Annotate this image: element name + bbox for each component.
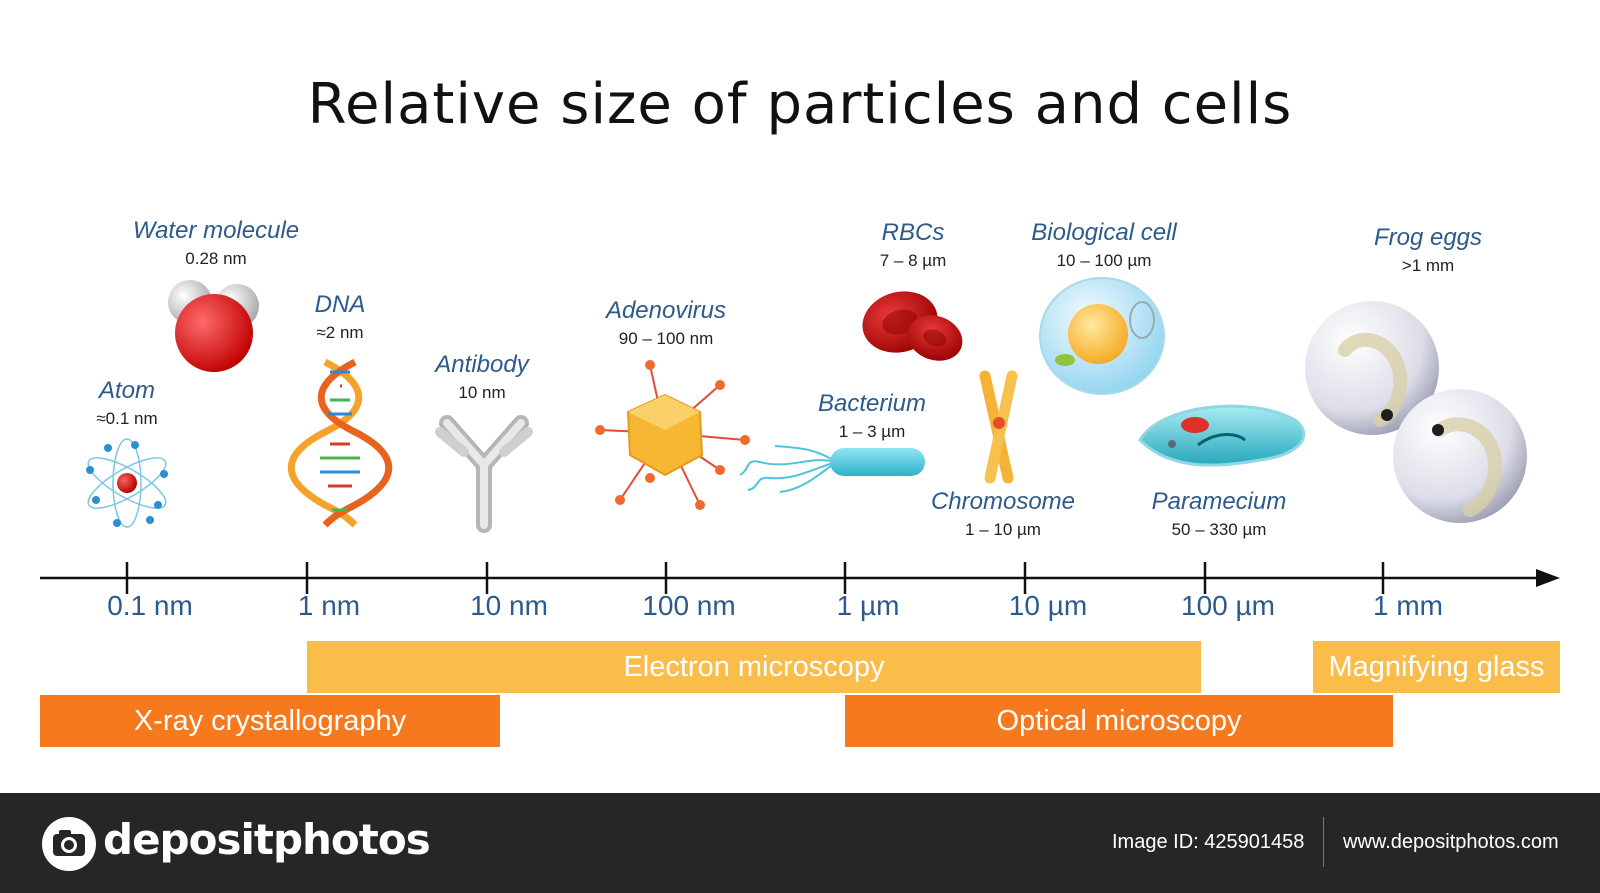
axis-tick-label: 100 µm [1181,590,1275,621]
item-name: Adenovirus [605,297,727,324]
bar-label: Electron microscopy [623,650,885,683]
item-name: Frog eggs [1373,224,1483,251]
item-size: 10 – 100 µm [1056,251,1152,270]
footer-bar: depositphotos Image ID: 425901458 www.de… [0,793,1600,893]
x-ray-crystallography-bar: X-ray crystallography [40,695,500,747]
axis-arrow-icon [1536,569,1560,587]
item-size: 10 nm [458,383,506,402]
label-biological-cell: Biological cell 10 – 100 µm [994,219,1214,271]
bacterium-icon [739,445,925,493]
axis-tick-label: 0.1 nm [107,590,193,621]
optical-microscopy-bar: Optical microscopy [845,695,1393,747]
label-bacterium: Bacterium 1 – 3 µm [762,390,982,442]
item-name: DNA [314,291,366,318]
bar-label: Optical microscopy [996,704,1242,737]
axis-tick-label: 1 µm [836,590,900,621]
footer-divider [1323,817,1324,867]
axis-tick-label: 1 nm [297,590,361,621]
item-name: Water molecule [132,217,300,244]
label-dna: DNA ≈2 nm [230,291,450,343]
chromosome-icon [979,370,1018,484]
label-antibody: Antibody 10 nm [372,351,592,403]
item-name: Biological cell [1031,219,1177,246]
label-atom: Atom ≈0.1 nm [17,377,237,429]
paramecium-icon [1138,404,1306,467]
axis-tick-label: 1 mm [1373,590,1443,621]
label-paramecium: Paramecium 50 – 330 µm [1109,488,1329,540]
atom-icon [86,438,168,528]
camera-logo-icon [42,817,96,871]
dna-icon [287,358,393,528]
label-chromosome: Chromosome 1 – 10 µm [893,488,1113,540]
item-size: 7 – 8 µm [879,251,947,270]
label-rbcs: RBCs 7 – 8 µm [803,219,1023,271]
item-name: Antibody [435,351,529,378]
biological-cell-icon [1039,277,1165,395]
label-adenovirus: Adenovirus 90 – 100 nm [556,297,776,349]
item-name: Paramecium [1151,488,1287,515]
axis-tick-label: 10 µm [1008,590,1088,621]
item-size: >1 mm [1401,256,1455,275]
size-axis [40,562,1560,594]
item-name: Chromosome [930,488,1076,515]
label-frog-eggs: Frog eggs >1 mm [1318,224,1538,276]
item-size: 1 – 3 µm [838,422,906,441]
label-water-molecule: Water molecule 0.28 nm [106,217,326,269]
brand-logo: depositphotos [103,815,431,864]
rbc-icon [862,291,963,361]
item-size: ≈2 nm [316,323,364,342]
site-url[interactable]: www.depositphotos.com [1343,831,1559,853]
diagram-title: Relative size of particles and cells [307,72,1293,137]
item-name: RBCs [881,219,945,246]
axis-tick-label: 100 nm [642,590,736,621]
adenovirus-icon [595,360,750,510]
item-name: Atom [98,377,155,404]
illustrations [40,277,1560,594]
item-size: ≈0.1 nm [96,409,158,428]
antibody-icon [435,415,533,533]
bar-label: Magnifying glass [1328,650,1545,683]
item-size: 50 – 330 µm [1171,520,1267,539]
item-size: 0.28 nm [185,249,247,268]
water-molecule-icon [168,280,259,372]
bar-label: X-ray crystallography [133,704,407,737]
frog-eggs-icon [1305,301,1527,523]
item-size: 90 – 100 nm [618,329,714,348]
item-name: Bacterium [817,390,927,417]
image-id: Image ID: 425901458 [1112,831,1305,853]
item-size: 1 – 10 µm [965,520,1041,539]
magnifying-glass-bar: Magnifying glass [1313,641,1560,693]
electron-microscopy-bar: Electron microscopy [307,641,1201,693]
axis-tick-label: 10 nm [470,590,548,621]
